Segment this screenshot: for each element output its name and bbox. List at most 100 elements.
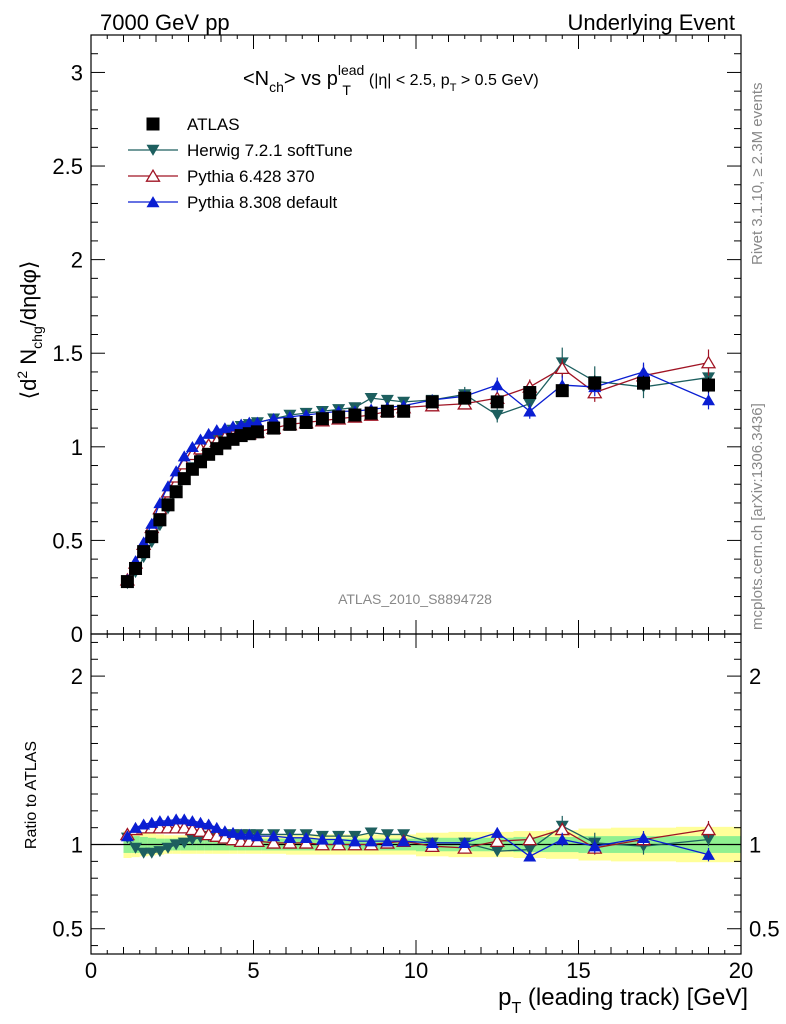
main-point (490, 379, 504, 391)
main-point (380, 404, 394, 418)
ratio-ytick-label-right: 1 (749, 833, 761, 858)
xtick-label: 20 (729, 958, 753, 983)
main-point (588, 376, 602, 390)
xlabel-sub: T (511, 1000, 521, 1017)
ratio-point (380, 835, 394, 847)
main-ytick-label: 1.5 (52, 341, 83, 366)
main-point (161, 498, 175, 512)
ratio-point (194, 816, 208, 828)
ratio-point (169, 839, 183, 851)
main-point (702, 394, 715, 406)
main-series-line-2 (126, 361, 709, 580)
main-point (555, 384, 569, 398)
main-point (267, 421, 281, 435)
main-point (554, 361, 570, 375)
ratio-point (137, 847, 151, 859)
ratio-point (425, 836, 439, 849)
ratio-point (145, 847, 159, 859)
main-point (242, 416, 256, 428)
ratio-point (364, 827, 378, 839)
ratio-point (185, 834, 199, 846)
title-sup: lead (338, 62, 364, 78)
ratio-point (242, 828, 256, 840)
main-ytick-label: 1 (71, 435, 83, 460)
ratio-point (129, 821, 143, 833)
ratio-point (637, 831, 650, 843)
xlabel-rest: (leading track) [GeV] (521, 984, 748, 1011)
mcplots-label: mcplots.cern.ch [arXiv:1306.3436] (749, 403, 766, 630)
main-point (490, 395, 504, 409)
main-point (523, 405, 537, 417)
main-point (145, 530, 159, 544)
ratio-point (202, 818, 216, 830)
main-point (169, 485, 183, 499)
ratio-point (120, 830, 134, 842)
legend-label: Pythia 8.308 default (187, 193, 338, 212)
ratio-point (210, 821, 224, 833)
xtick-label: 0 (85, 958, 97, 983)
ratio-point (184, 822, 201, 836)
ratio-point (332, 833, 346, 845)
main-point (364, 406, 378, 420)
ratio-point (490, 826, 504, 838)
legend-label: Pythia 6.428 370 (187, 167, 315, 186)
title-lhs-sub: ch (269, 79, 284, 95)
ratio-point (555, 833, 569, 845)
header-left: 7000 GeV pp (100, 10, 230, 35)
xtick-label: 5 (247, 958, 259, 983)
ratio-point (522, 832, 538, 846)
main-series-line-1 (126, 361, 709, 584)
ratio-point (169, 813, 183, 825)
title-cut2: > 0.5 GeV) (456, 72, 538, 89)
main-point (250, 416, 264, 428)
ratio-plot: 0 5 10 15 20 0.5 0.5 1 1 2 2 Ratio to ATLAS pT (le… (23, 633, 780, 1017)
main-series (119, 347, 717, 590)
ylabel-sup: 2 (14, 371, 30, 379)
main-point (425, 395, 439, 409)
ratio-point (397, 835, 411, 847)
ratio-point (161, 842, 175, 854)
ratio-point (588, 840, 602, 852)
ratio-point (700, 822, 717, 836)
ratio-point (702, 848, 715, 860)
main-point (129, 561, 143, 575)
ratio-point (129, 842, 143, 854)
ratio-point (315, 833, 329, 845)
title-cut1: (|η| < 2.5, p (369, 72, 450, 89)
main-point (194, 433, 208, 445)
rivet-label: Rivet 3.1.10, ≥ 2.3M events (749, 83, 766, 266)
ratio-point (266, 835, 282, 849)
main-point (120, 575, 134, 589)
main-ticks: 0 0.5 1 1.5 2 2.5 3 (52, 34, 742, 647)
main-point (637, 376, 650, 390)
ratio-series-line-2 (126, 818, 709, 858)
main-point (202, 427, 216, 439)
main-point (348, 408, 362, 422)
ratio-ylabel: Ratio to ATLAS (23, 741, 40, 849)
main-ytick-label: 0 (71, 622, 83, 647)
main-ytick-label: 0.5 (52, 528, 83, 553)
main-point (185, 440, 199, 453)
header-right: Underlying Event (567, 10, 735, 35)
ratio-point (176, 820, 192, 834)
ratio-ytick-label-right: 0.5 (749, 917, 780, 942)
analysis-label: ATLAS_2010_S8894728 (338, 591, 492, 607)
main-point (250, 425, 264, 439)
legend: ATLAS Herwig 7.2.1 softTune Pythia 6.428 3… (128, 115, 353, 212)
ratio-point (267, 830, 281, 842)
ratio-point (177, 837, 191, 849)
ratio-point (185, 815, 199, 827)
ylabel-sub: chg (29, 326, 45, 349)
main-point (332, 410, 346, 424)
title-vs: > vs p (284, 68, 338, 90)
ratio-point (458, 836, 472, 849)
main-plot: 00.511.522.53 <Nch> vs plead T(|η| < 2.5,… (14, 34, 742, 647)
ratio-point (177, 813, 191, 825)
ylabel-end: /dηdφ⟩ (16, 261, 41, 327)
xtick-label: 15 (566, 958, 590, 983)
main-point (700, 355, 717, 369)
ratio-point (299, 831, 313, 843)
ratio-point (283, 831, 297, 843)
ratio-series (119, 813, 717, 862)
